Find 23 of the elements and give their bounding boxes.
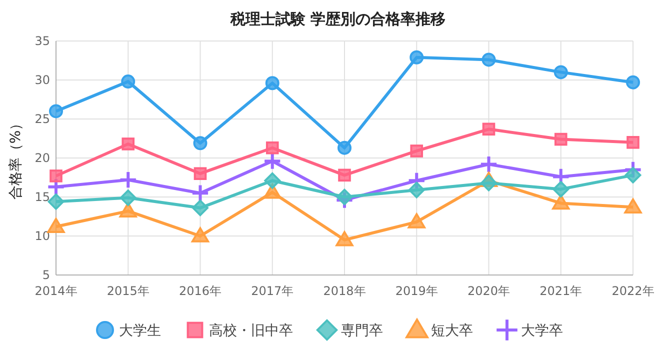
x-tick-label: 2014年: [34, 284, 78, 298]
legend-label: 高校・旧中卒: [209, 323, 293, 339]
x-tick-label: 2015年: [106, 284, 150, 298]
legend-label: 大学卒: [521, 323, 563, 339]
y-tick-label: 5: [42, 268, 50, 282]
y-axis-title: 合格率（%）: [8, 116, 24, 200]
x-tick-label: 2022年: [612, 284, 654, 298]
legend-label: 大学生: [119, 323, 161, 339]
x-tick-label: 2020年: [467, 284, 510, 298]
x-tick-label: 2017年: [251, 284, 294, 298]
y-tick-label: 30: [34, 73, 50, 87]
y-tick-label: 35: [34, 34, 50, 48]
legend-label: 専門卒: [341, 323, 383, 339]
y-tick-label: 15: [34, 190, 50, 204]
x-tick-label: 2018年: [323, 284, 366, 298]
chart-title: 税理士試験 学歴別の合格率推移: [229, 10, 446, 28]
y-tick-label: 20: [34, 151, 50, 165]
legend-label: 短大卒: [431, 323, 473, 339]
x-tick-label: 2021年: [540, 284, 582, 298]
x-tick-label: 2016年: [178, 284, 222, 298]
y-tick-label: 25: [34, 112, 50, 126]
y-tick-label: 10: [34, 229, 50, 243]
x-tick-label: 2019年: [395, 284, 438, 298]
